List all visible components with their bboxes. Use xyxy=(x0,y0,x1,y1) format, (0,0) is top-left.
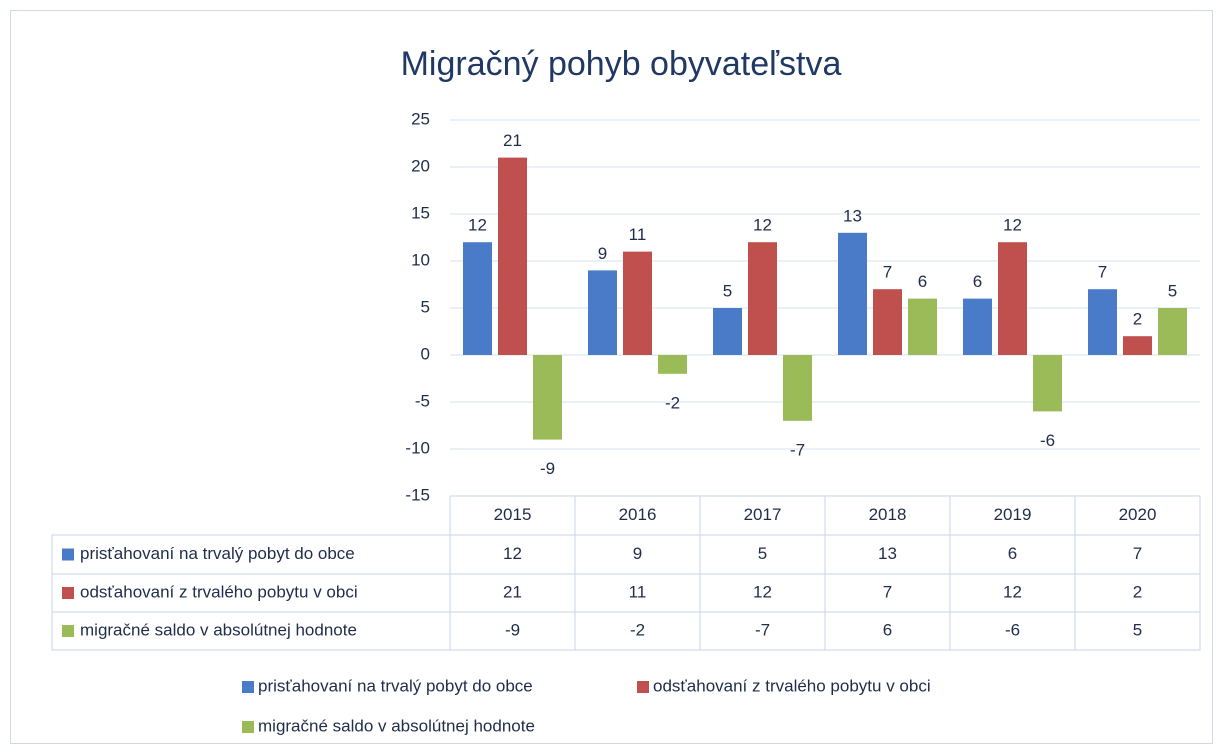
legend-swatch xyxy=(62,587,74,599)
table-value: 2 xyxy=(1133,582,1142,601)
data-label: 12 xyxy=(468,216,487,235)
legend-label: prisťahovaní na trvalý pobyt do obce xyxy=(258,676,533,695)
bar xyxy=(783,355,812,421)
legend-swatch xyxy=(62,625,74,637)
legend-label: odsťahovaní z trvalého pobytu v obci xyxy=(653,676,931,695)
y-tick-label: 0 xyxy=(421,344,430,363)
legend-label: migračné saldo v absolútnej hodnote xyxy=(258,716,535,735)
y-tick-label: -15 xyxy=(405,485,430,504)
bar xyxy=(908,298,937,355)
y-tick-label: 5 xyxy=(421,297,430,316)
table-row xyxy=(51,611,1201,651)
legend-swatch xyxy=(637,681,649,693)
table-value: 12 xyxy=(753,582,772,601)
data-label: 5 xyxy=(723,281,732,300)
x-tick-label: 2019 xyxy=(994,505,1032,524)
data-label: 12 xyxy=(753,216,772,235)
table-value: 21 xyxy=(503,582,522,601)
data-label: 11 xyxy=(629,225,647,244)
table-value: 9 xyxy=(633,544,642,563)
data-label: -9 xyxy=(540,459,555,478)
data-label: 12 xyxy=(1003,216,1022,235)
legend-swatch xyxy=(62,548,74,561)
y-tick-label: 25 xyxy=(411,109,430,128)
bar xyxy=(713,308,742,355)
bar xyxy=(658,355,687,374)
data-label: 6 xyxy=(973,272,982,291)
data-label: 7 xyxy=(883,263,892,282)
bar xyxy=(748,242,777,355)
table-value: -9 xyxy=(505,620,520,639)
legend-swatch xyxy=(242,681,254,693)
bar xyxy=(998,242,1027,355)
table-value: 12 xyxy=(503,544,522,563)
bar xyxy=(1158,308,1187,355)
table-value: 7 xyxy=(1133,544,1142,563)
table-series-name: odsťahovaní z trvalého pobytu v obci xyxy=(80,582,358,601)
y-tick-label: -5 xyxy=(415,391,430,410)
table-value: -2 xyxy=(630,620,645,639)
y-tick-label: 10 xyxy=(411,250,430,269)
table-series-name: prisťahovaní na trvalý pobyt do obce xyxy=(80,544,355,563)
bar xyxy=(588,270,617,355)
data-label: 13 xyxy=(843,206,862,225)
data-label: 6 xyxy=(918,272,927,291)
chart-title: Migračný pohyb obyvateľstva xyxy=(401,45,842,83)
table-value: 7 xyxy=(883,582,892,601)
legend-swatch xyxy=(242,721,254,733)
chart-border xyxy=(10,10,1213,744)
x-tick-label: 2016 xyxy=(619,505,657,524)
y-tick-label: 20 xyxy=(411,156,430,175)
table-value: 5 xyxy=(758,544,767,563)
bar xyxy=(1033,355,1062,412)
table-value: -7 xyxy=(755,620,770,639)
bar xyxy=(623,251,652,355)
table-value: 11 xyxy=(629,582,647,601)
x-tick-label: 2015 xyxy=(494,505,532,524)
y-tick-label: 15 xyxy=(411,203,430,222)
table-value: 6 xyxy=(1008,544,1017,563)
table-value: 13 xyxy=(878,544,897,563)
data-label: 9 xyxy=(598,244,607,263)
data-label: -2 xyxy=(665,393,680,412)
bar xyxy=(963,298,992,355)
bar xyxy=(533,355,562,440)
bar xyxy=(1088,289,1117,355)
data-label: 7 xyxy=(1098,263,1107,282)
data-label: -6 xyxy=(1040,431,1055,450)
x-tick-label: 2018 xyxy=(869,505,907,524)
table-value: 12 xyxy=(1003,582,1022,601)
table-value: 5 xyxy=(1133,620,1142,639)
data-label: 5 xyxy=(1168,281,1177,300)
data-label: -7 xyxy=(790,440,805,459)
bar xyxy=(463,242,492,355)
y-tick-label: -10 xyxy=(405,438,430,457)
table-value: -6 xyxy=(1005,620,1020,639)
bar xyxy=(1123,336,1152,355)
bar xyxy=(498,157,527,355)
x-tick-label: 2017 xyxy=(744,505,782,524)
bar xyxy=(873,289,902,355)
table-series-name: migračné saldo v absolútnej hodnote xyxy=(80,620,357,639)
bar xyxy=(838,232,867,355)
data-label: 2 xyxy=(1133,310,1142,329)
x-tick-label: 2020 xyxy=(1119,505,1157,524)
data-label: 21 xyxy=(503,131,522,150)
table-value: 6 xyxy=(883,620,892,639)
